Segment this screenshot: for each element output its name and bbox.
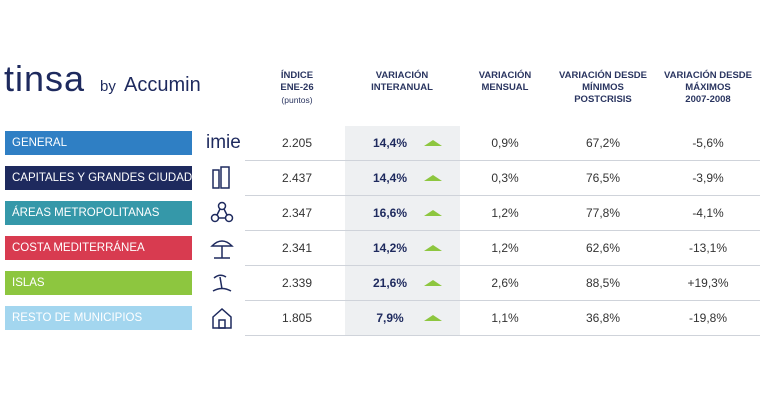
header-line: MÁXIMOS bbox=[685, 82, 731, 93]
cell: 16,6% bbox=[372, 206, 408, 220]
row-separator bbox=[245, 300, 760, 301]
cell: -4,1% bbox=[692, 206, 724, 220]
cell: -13,1% bbox=[688, 241, 728, 255]
icon bbox=[212, 274, 232, 292]
row-icon bbox=[210, 236, 234, 260]
cell: 62,6% bbox=[585, 241, 621, 255]
cell: 2.339 bbox=[281, 276, 313, 290]
cell: 2.347 bbox=[281, 206, 313, 220]
header-line: VARIACIÓN bbox=[375, 70, 429, 81]
icon bbox=[212, 166, 230, 189]
cell: -19,8% bbox=[688, 311, 728, 325]
header-line: POSTCRISIS bbox=[574, 94, 632, 105]
row-separator bbox=[245, 195, 760, 196]
cell: 1,1% bbox=[491, 311, 519, 325]
row-label: ISLAS bbox=[5, 271, 192, 295]
header-line: ÍNDICE bbox=[280, 70, 314, 81]
header-line: VARIACIÓN DESDE bbox=[559, 70, 647, 81]
icon bbox=[212, 307, 232, 329]
row-separator bbox=[245, 160, 760, 161]
row-icon-logo: imie bbox=[206, 132, 241, 153]
header-line: 2007-2008 bbox=[685, 94, 731, 105]
column-header: VARIACIÓN DESDE MÁXIMOS 2007-2008 bbox=[648, 70, 768, 106]
trend-up bbox=[424, 140, 442, 146]
header-line: VARIACIÓN bbox=[478, 70, 532, 81]
highlight-column bbox=[345, 126, 460, 336]
cell: -5,6% bbox=[692, 136, 724, 150]
trend-up bbox=[424, 175, 442, 181]
cell: 14,2% bbox=[372, 241, 408, 255]
column-header: ÍNDICE ENE-26 (puntos) bbox=[237, 70, 357, 106]
row-label: ÁREAS METROPOLITANAS bbox=[5, 201, 192, 225]
column-header: VARIACIÓN INTERANUAL bbox=[342, 70, 462, 94]
row-icon bbox=[210, 306, 234, 330]
cell: -3,9% bbox=[692, 171, 724, 185]
brand-name: tinsa bbox=[4, 58, 86, 99]
cell: 21,6% bbox=[372, 276, 408, 290]
cell: 1.805 bbox=[281, 311, 313, 325]
cell: 36,8% bbox=[585, 311, 621, 325]
cell: 1,2% bbox=[491, 206, 519, 220]
row-icon bbox=[210, 271, 234, 295]
row-separator bbox=[245, 335, 760, 336]
cell: 14,4% bbox=[372, 136, 408, 150]
row-icon bbox=[210, 166, 234, 190]
cell: 2.437 bbox=[281, 171, 313, 185]
cell: 88,5% bbox=[585, 276, 621, 290]
header-line: MÍNIMOS bbox=[582, 82, 624, 93]
row-icon bbox=[210, 201, 234, 225]
cell: 67,2% bbox=[585, 136, 621, 150]
trend-up bbox=[424, 280, 442, 286]
row-separator bbox=[245, 265, 760, 266]
cell: 77,8% bbox=[585, 206, 621, 220]
cell: 2.205 bbox=[281, 136, 313, 150]
header-line: VARIACIÓN DESDE bbox=[664, 70, 752, 81]
column-header: VARIACIÓN DESDE MÍNIMOS POSTCRISIS bbox=[543, 70, 663, 106]
trend-up bbox=[424, 210, 442, 216]
brand-by: by bbox=[100, 78, 116, 95]
cell: +19,3% bbox=[687, 276, 729, 290]
cell: 0,3% bbox=[491, 171, 519, 185]
row-label: CAPITALES Y GRANDES CIUDADES bbox=[5, 166, 208, 190]
cell: 2.341 bbox=[281, 241, 313, 255]
header-line: ENE-26 bbox=[280, 82, 314, 93]
cell: 0,9% bbox=[491, 136, 519, 150]
row-label: RESTO DE MUNICIPIOS bbox=[5, 306, 192, 330]
trend-up bbox=[424, 315, 442, 321]
trend-up bbox=[424, 245, 442, 251]
row-separator bbox=[245, 230, 760, 231]
cell: 14,4% bbox=[372, 171, 408, 185]
brand-partner: Accumin bbox=[124, 74, 201, 96]
cell: 7,9% bbox=[376, 311, 404, 325]
icon bbox=[210, 240, 234, 259]
column-header: VARIACIÓN MENSUAL bbox=[445, 70, 565, 94]
cell: 1,2% bbox=[491, 241, 519, 255]
header-line: INTERANUAL bbox=[371, 82, 433, 93]
cell: 76,5% bbox=[585, 171, 621, 185]
row-label: GENERAL bbox=[5, 131, 192, 155]
header-line: (puntos) bbox=[281, 95, 313, 105]
row-label: COSTA MEDITERRÁNEA bbox=[5, 236, 192, 260]
icon bbox=[210, 201, 234, 223]
header-line: MENSUAL bbox=[481, 82, 529, 93]
cell: 2,6% bbox=[491, 276, 519, 290]
